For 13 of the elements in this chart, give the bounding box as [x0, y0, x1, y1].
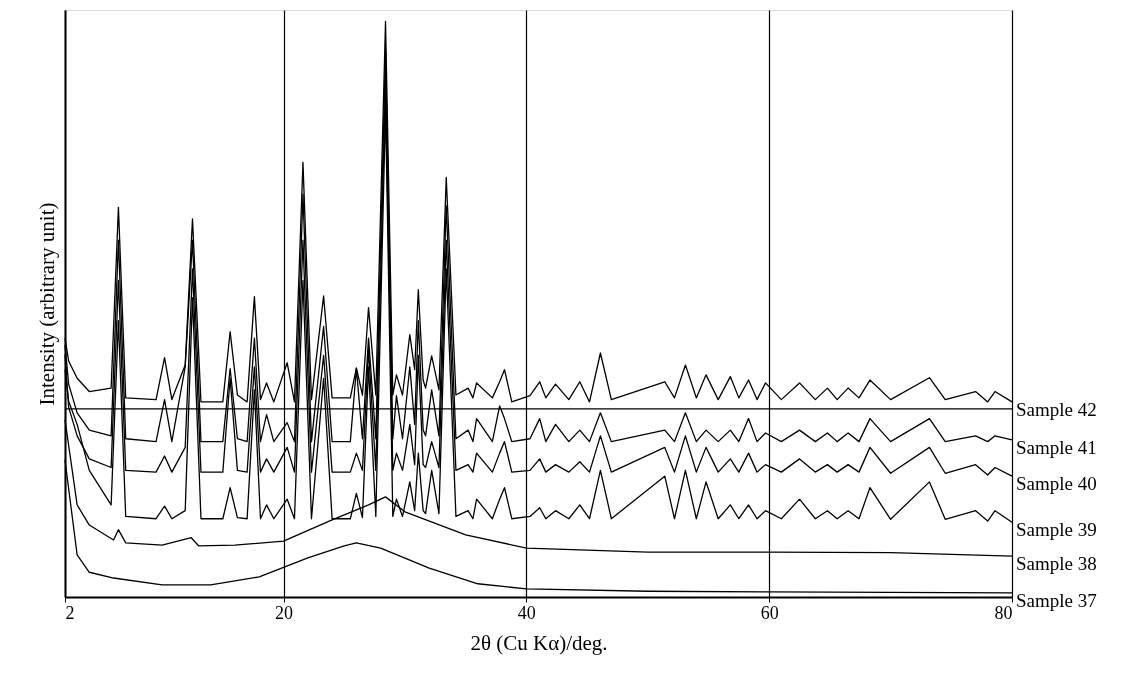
series-label: Sample 38	[1016, 553, 1097, 575]
x-tick-label: 80	[994, 602, 1013, 623]
x-tick-label: 40	[517, 602, 536, 623]
x-axis-title: 2θ (Cu Kα)/deg.	[470, 630, 608, 655]
x-tick-label: 60	[760, 602, 779, 623]
x-tick-label: 2	[65, 602, 75, 623]
series-label: Sample 37	[1016, 589, 1097, 611]
x-tick-label: 20	[275, 602, 294, 623]
series-label: Sample 39	[1016, 519, 1097, 541]
series-label: Sample 40	[1016, 473, 1097, 495]
series-label: Sample 41	[1016, 436, 1097, 458]
y-axis-title: Intensity (arbitrary unit)	[34, 202, 59, 406]
series-label: Sample 42	[1016, 398, 1097, 420]
